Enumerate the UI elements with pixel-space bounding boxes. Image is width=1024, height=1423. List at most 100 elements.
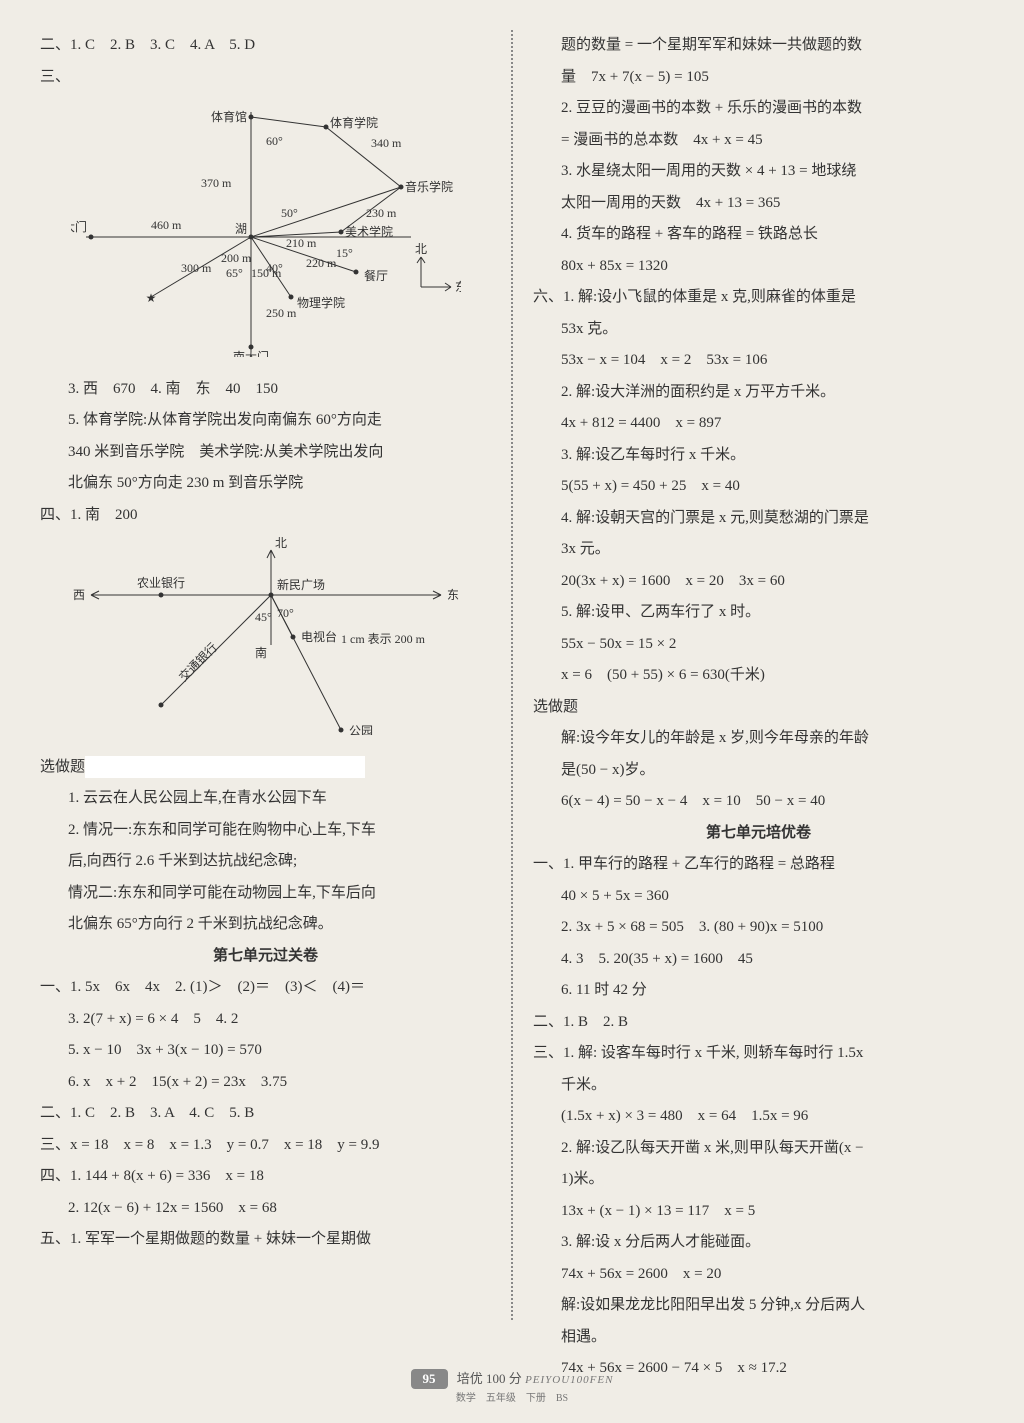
two-column-layout: 二、1. C 2. B 3. C 4. A 5. D 三、 100 m60°34… [40,30,984,1320]
svg-text:15°: 15° [336,246,353,260]
footer-pinyin: PEIYOU100FEN [525,1374,613,1386]
text-line: 六、1. 解:设小飞鼠的体重是 x 克,则麻雀的体重是 [533,282,984,314]
text-line: 题的数量 = 一个星期军军和妹妹一共做题的数 [533,30,984,62]
text-line: 74x + 56x = 2600 x = 20 [533,1259,984,1291]
text-line: 三、x = 18 x = 8 x = 1.3 y = 0.7 x = 18 y … [40,1130,491,1162]
text-line: 北偏东 65°方向行 2 千米到抗战纪念碑。 [40,909,491,941]
text-line: 解:设今年女儿的年龄是 x 岁,则今年母亲的年龄 [533,723,984,755]
svg-text:新民广场: 新民广场 [277,577,325,592]
text-line: 量 7x + 7(x − 5) = 105 [533,62,984,94]
text-line: 2. 3x + 5 × 68 = 505 3. (80 + 90)x = 510… [533,912,984,944]
svg-text:1 cm 表示 200 m: 1 cm 表示 200 m [341,632,426,646]
svg-text:东: 东 [447,588,459,602]
svg-text:湖: 湖 [235,221,247,236]
text-line: 3. 水星绕太阳一周用的天数 × 4 + 13 = 地球绕 [533,156,984,188]
text-line: 40 × 5 + 5x = 360 [533,881,984,913]
text-line: 北偏东 50°方向走 230 m 到音乐学院 [40,468,491,500]
text-line: 5(55 + x) = 450 + 25 x = 40 [533,471,984,503]
svg-text:65°: 65° [226,266,243,280]
svg-text:音乐学院: 音乐学院 [405,179,453,194]
svg-text:南: 南 [254,645,266,660]
section-label: 选做题 [40,752,491,784]
text-line: 五、1. 军军一个星期做题的数量 + 妹妹一个星期做 [40,1224,491,1256]
text-line: 6(x − 4) = 50 − x − 4 x = 10 50 − x = 40 [533,786,984,818]
text-line: 相遇。 [533,1322,984,1354]
text-line: 后,向西行 2.6 千米到达抗战纪念碑; [40,846,491,878]
svg-text:交通银行: 交通银行 [175,640,220,685]
text-line: 2. 豆豆的漫画书的本数 + 乐乐的漫画书的本数 [533,93,984,125]
text-line: 四、1. 南 200 [40,500,491,532]
text-line: 2. 解:设大洋洲的面积约是 x 万平方千米。 [533,377,984,409]
text-line: 4. 解:设朝天宫的门票是 x 元,则莫愁湖的门票是 [533,503,984,535]
svg-text:西大门: 西大门 [71,219,87,234]
text-line: 55x − 50x = 15 × 2 [533,629,984,661]
svg-text:300 m: 300 m [181,261,212,275]
unit-heading: 第七单元培优卷 [533,818,984,850]
text-line: 3. 解:设乙车每时行 x 千米。 [533,440,984,472]
footer-sub: 数学 五年级 下册 BS [456,1393,568,1404]
text-line: 1. 云云在人民公园上车,在青水公园下车 [40,783,491,815]
text-line: = 漫画书的总本数 4x + x = 45 [533,125,984,157]
text-line: 5. x − 10 3x + 3(x − 10) = 570 [40,1035,491,1067]
svg-text:370 m: 370 m [201,176,232,190]
diagram-2: 北东西南新民广场农业银行交通银行45°电视台70°公园1 cm 表示 200 m [40,535,491,748]
svg-text:50°: 50° [281,206,298,220]
svg-text:230 m: 230 m [366,206,397,220]
svg-text:45°: 45° [255,610,272,624]
text-line: 4. 3 5. 20(35 + x) = 1600 45 [533,944,984,976]
text-line: 4. 货车的路程 + 客车的路程 = 铁路总长 [533,219,984,251]
right-column: 题的数量 = 一个星期军军和妹妹一共做题的数 量 7x + 7(x − 5) =… [533,30,984,1320]
svg-text:250 m: 250 m [266,306,297,320]
svg-text:北: 北 [414,242,426,256]
svg-text:★: ★ [145,291,156,305]
svg-text:北: 北 [275,536,287,550]
text-line: 2. 解:设乙队每天开凿 x 米,则甲队每天开凿(x − [533,1133,984,1165]
text-line: x = 6 (50 + 55) × 6 = 630(千米) [533,660,984,692]
svg-text:东: 东 [455,280,461,294]
svg-text:电视台: 电视台 [301,629,337,644]
diagram-1: 100 m60°340 m370 m50°230 m210 m220 m15°1… [40,97,491,370]
svg-text:南大门: 南大门 [232,349,268,357]
text-line: 解:设如果龙龙比阳阳早出发 5 分钟,x 分后两人 [533,1290,984,1322]
text-line: 千米。 [533,1070,984,1102]
text-line: 4x + 812 = 4400 x = 897 [533,408,984,440]
text-line: 6. 11 时 42 分 [533,975,984,1007]
text-line: 80x + 85x = 1320 [533,251,984,283]
text-line: 6. x x + 2 15(x + 2) = 23x 3.75 [40,1067,491,1099]
text-line: 2. 12(x − 6) + 12x = 1560 x = 68 [40,1193,491,1225]
svg-text:60°: 60° [266,134,283,148]
svg-text:40°: 40° [266,261,283,275]
text-line: 二、1. C 2. B 3. A 4. C 5. B [40,1098,491,1130]
column-divider [511,30,513,1320]
text-line: 3x 元。 [533,534,984,566]
svg-text:体育馆: 体育馆 [210,109,246,124]
text-line: 1)米。 [533,1164,984,1196]
svg-text:西: 西 [72,588,84,602]
text-line: 情况二:东东和同学可能在动物园上车,下车后向 [40,878,491,910]
text-line: 二、1. B 2. B [533,1007,984,1039]
text-line: 三、1. 解: 设客车每时行 x 千米, 则轿车每时行 1.5x [533,1038,984,1070]
svg-text:220 m: 220 m [306,256,337,270]
left-column: 二、1. C 2. B 3. C 4. A 5. D 三、 100 m60°34… [40,30,491,1320]
page-footer: 95 培优 100 分 PEIYOU100FEN 数学 五年级 下册 BS [0,1368,1024,1405]
text-line: 5. 体育学院:从体育学院出发向南偏东 60°方向走 [40,405,491,437]
svg-text:餐厅: 餐厅 [364,268,388,283]
text-line: 3. 西 670 4. 南 东 40 150 [40,374,491,406]
svg-text:体育学院: 体育学院 [330,115,378,130]
svg-text:农业银行: 农业银行 [136,576,184,590]
text-line: 太阳一周用的天数 4x + 13 = 365 [533,188,984,220]
text-line: 13x + (x − 1) × 13 = 117 x = 5 [533,1196,984,1228]
footer-title: 培优 100 分 [457,1371,522,1386]
text-line: 20(3x + x) = 1600 x = 20 3x = 60 [533,566,984,598]
text-line: 2. 情况一:东东和同学可能在购物中心上车,下车 [40,815,491,847]
text-line: 三、 [40,62,491,94]
svg-text:物理学院: 物理学院 [297,295,345,310]
svg-text:340 m: 340 m [371,136,402,150]
text-line: 一、1. 甲车行的路程 + 乙车行的路程 = 总路程 [533,849,984,881]
svg-text:210 m: 210 m [286,236,317,250]
text-line: 是(50 − x)岁。 [533,755,984,787]
text-line: (1.5x + x) × 3 = 480 x = 64 1.5x = 96 [533,1101,984,1133]
svg-text:美术学院: 美术学院 [345,224,393,239]
text-line: 二、1. C 2. B 3. C 4. A 5. D [40,30,491,62]
svg-text:70°: 70° [277,606,294,620]
